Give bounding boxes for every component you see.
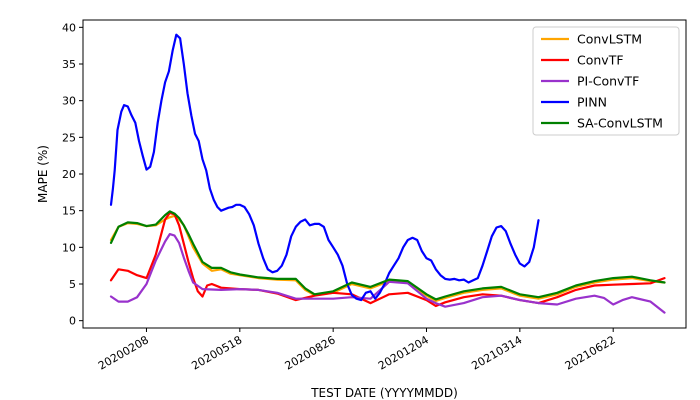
series-line-pinn (109, 33, 540, 302)
y-axis-ticks: 0 5 10 15 20 25 30 35 40 (62, 21, 83, 328)
y-tick-label: 15 (62, 205, 76, 218)
legend-label: ConvLSTM (577, 32, 642, 47)
legend-box (532, 26, 680, 136)
y-tick-label: 30 (62, 95, 76, 108)
x-axis-label: TEST DATE (YYYYMMDD) (310, 386, 458, 400)
series-lines (109, 33, 666, 314)
y-tick-label: 10 (62, 241, 76, 254)
y-tick-label: 20 (62, 168, 76, 181)
y-tick-label: 35 (62, 58, 76, 71)
legend-label: PINN (577, 95, 607, 110)
series-line-pi-convtf (109, 233, 666, 314)
y-tick-label: 40 (62, 21, 76, 34)
series-line-sa-convlstm (109, 210, 666, 301)
legend-label: ConvTF (577, 53, 624, 68)
legend: ConvLSTM ConvTF PI-ConvTF PINN SA-ConvLSTM (532, 26, 680, 136)
y-tick-label: 25 (62, 131, 76, 144)
y-tick-label: 5 (69, 278, 76, 291)
y-tick-label: 0 (69, 315, 76, 328)
legend-label: SA-ConvLSTM (577, 116, 663, 131)
series-line-convlstm (109, 214, 666, 302)
legend-label: PI-ConvTF (577, 74, 639, 89)
y-axis-label: MAPE (%) (36, 145, 50, 203)
